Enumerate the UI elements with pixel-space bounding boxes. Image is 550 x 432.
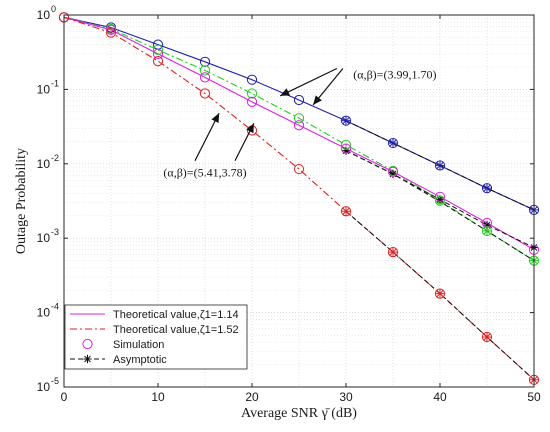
asymptotic-star-marker xyxy=(482,226,492,236)
simulation-marker xyxy=(246,88,258,99)
annotation-arrow-head xyxy=(246,123,254,134)
legend-label: Theoretical value,ζ1=1.14 xyxy=(113,309,239,321)
x-tick-label: 20 xyxy=(245,390,259,404)
star-stroke xyxy=(436,196,444,203)
y-tick-label: 10 xyxy=(37,231,51,245)
star-stroke xyxy=(436,290,444,297)
y-tick-label: 10 xyxy=(37,157,51,171)
star-stroke xyxy=(389,248,397,256)
x-tick-label: 0 xyxy=(61,390,68,404)
plot-frame xyxy=(63,14,535,388)
y-tick-base: 10 xyxy=(37,231,51,245)
x-axis-label: Average SNR γ̄ (dB) xyxy=(241,406,357,421)
simulation-marker xyxy=(152,48,164,60)
simulation-marker xyxy=(387,247,399,258)
simulation-marker xyxy=(246,74,258,85)
y-tick-base: 10 xyxy=(37,306,51,320)
annotation-arrow-line xyxy=(279,67,338,97)
simulation-marker xyxy=(105,24,117,36)
y-tick-base: 10 xyxy=(37,380,51,394)
simulation-marker xyxy=(293,120,305,131)
asymptotic-star-marker xyxy=(435,289,445,298)
simulation-marker xyxy=(340,115,352,126)
annotations: (α,β)=(3.99,1.70) (α,β)=(5.41,3.78) xyxy=(163,68,436,180)
simulation-marker xyxy=(293,163,305,175)
simulation-marker xyxy=(199,56,211,67)
simulation-marker xyxy=(293,113,305,124)
y-tick-exponent: -2 xyxy=(51,153,59,163)
simulation-marker xyxy=(481,217,493,229)
y-tick-base: 10 xyxy=(37,8,51,22)
x-tick-label: 10 xyxy=(151,390,165,404)
simulation-marker xyxy=(246,96,258,107)
y-tick-label: 10 xyxy=(37,380,51,394)
star-stroke xyxy=(483,184,491,192)
y-axis-label: Outage Probability xyxy=(14,148,29,254)
simulation-markers xyxy=(58,12,540,385)
y-tick-exponent: -3 xyxy=(51,227,59,237)
legend-label: Asymptotic xyxy=(113,354,167,366)
x-tick-label: 40 xyxy=(433,390,447,404)
asymptotic-star-marker xyxy=(482,183,492,193)
simulation-marker xyxy=(199,72,211,83)
asymptotic-star-marker xyxy=(388,247,398,257)
simulation-marker xyxy=(105,27,117,38)
simulation-marker xyxy=(340,206,352,217)
simulation-marker xyxy=(434,160,446,171)
simulation-marker xyxy=(152,56,164,67)
annotation-arrow-head xyxy=(313,95,322,105)
simulation-marker xyxy=(293,94,305,106)
simulation-marker xyxy=(340,143,352,154)
asymptotic-star-marker xyxy=(435,161,445,170)
y-tick-base: 10 xyxy=(37,82,51,96)
annotation-label-2: (α,β)=(5.41,3.78) xyxy=(163,166,246,180)
y-tick-label: 10 xyxy=(37,8,51,22)
star-stroke xyxy=(342,117,350,124)
asymptotic-star-marker xyxy=(388,138,398,148)
legend-label: Simulation xyxy=(113,339,164,351)
series-line-2 xyxy=(63,16,535,262)
legend-star-stroke xyxy=(84,355,91,363)
star-stroke xyxy=(342,207,350,215)
asymptotic-star-marker xyxy=(435,195,445,204)
annotation-arrow-head xyxy=(211,113,220,123)
simulation-marker xyxy=(387,166,399,177)
y-tick-exponent: -4 xyxy=(51,302,59,312)
simulation-marker xyxy=(481,183,493,194)
simulation-marker xyxy=(199,65,211,76)
legend-box xyxy=(64,304,248,370)
simulation-marker xyxy=(434,195,446,206)
simulation-marker xyxy=(434,191,446,202)
simulation-marker xyxy=(481,331,493,343)
y-tick-exponent: 0 xyxy=(51,4,56,14)
x-tick-label: 30 xyxy=(339,390,353,404)
simulation-marker xyxy=(481,225,493,237)
series-line-3 xyxy=(63,16,535,251)
asymptotic-star-marker xyxy=(341,207,351,216)
star-stroke xyxy=(389,139,397,147)
simulation-marker xyxy=(199,88,211,99)
asymptotic-star-marker xyxy=(482,332,492,342)
asymptotic-star-marker xyxy=(341,116,351,125)
legend-marker-circle xyxy=(82,338,93,350)
y-tick-exponent: -1 xyxy=(51,78,59,88)
simulation-marker xyxy=(387,137,399,149)
annotation-arrow-head xyxy=(280,88,291,96)
y-tick-base: 10 xyxy=(37,157,51,171)
annotation-label-1: (α,β)=(3.99,1.70) xyxy=(353,68,436,82)
simulation-marker xyxy=(340,139,352,150)
star-stroke xyxy=(436,162,444,169)
y-tick-exponent: -5 xyxy=(51,376,59,386)
star-stroke xyxy=(483,227,491,235)
y-tick-label: 10 xyxy=(37,306,51,320)
x-tick-label: 50 xyxy=(527,390,541,404)
legend: Theoretical value,ζ1=1.14 Theoretical val… xyxy=(64,304,248,370)
simulation-marker xyxy=(434,288,446,299)
y-tick-label: 10 xyxy=(37,82,51,96)
legend-label: Theoretical value,ζ1=1.52 xyxy=(113,324,239,336)
star-stroke xyxy=(483,333,491,341)
simulation-marker xyxy=(152,44,164,55)
